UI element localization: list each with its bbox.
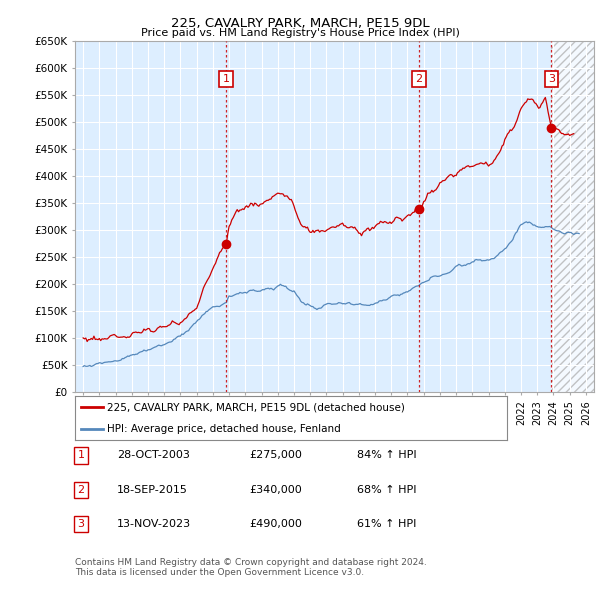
Text: Price paid vs. HM Land Registry's House Price Index (HPI): Price paid vs. HM Land Registry's House … bbox=[140, 28, 460, 38]
Text: £275,000: £275,000 bbox=[249, 451, 302, 460]
Text: 13-NOV-2023: 13-NOV-2023 bbox=[117, 519, 191, 529]
Text: HPI: Average price, detached house, Fenland: HPI: Average price, detached house, Fenl… bbox=[107, 424, 341, 434]
Text: 61% ↑ HPI: 61% ↑ HPI bbox=[357, 519, 416, 529]
Bar bbox=[551, 41, 594, 392]
Text: 1: 1 bbox=[77, 451, 85, 460]
Text: 2: 2 bbox=[77, 485, 85, 494]
Text: 2: 2 bbox=[416, 74, 423, 84]
Text: 225, CAVALRY PARK, MARCH, PE15 9DL: 225, CAVALRY PARK, MARCH, PE15 9DL bbox=[170, 17, 430, 30]
Text: 225, CAVALRY PARK, MARCH, PE15 9DL (detached house): 225, CAVALRY PARK, MARCH, PE15 9DL (deta… bbox=[107, 402, 405, 412]
Text: £490,000: £490,000 bbox=[249, 519, 302, 529]
Text: 18-SEP-2015: 18-SEP-2015 bbox=[117, 485, 188, 494]
Text: 68% ↑ HPI: 68% ↑ HPI bbox=[357, 485, 416, 494]
Text: 1: 1 bbox=[223, 74, 230, 84]
Text: Contains HM Land Registry data © Crown copyright and database right 2024.
This d: Contains HM Land Registry data © Crown c… bbox=[75, 558, 427, 577]
Text: 3: 3 bbox=[77, 519, 85, 529]
Text: 3: 3 bbox=[548, 74, 555, 84]
Text: 84% ↑ HPI: 84% ↑ HPI bbox=[357, 451, 416, 460]
Text: £340,000: £340,000 bbox=[249, 485, 302, 494]
Text: 28-OCT-2003: 28-OCT-2003 bbox=[117, 451, 190, 460]
